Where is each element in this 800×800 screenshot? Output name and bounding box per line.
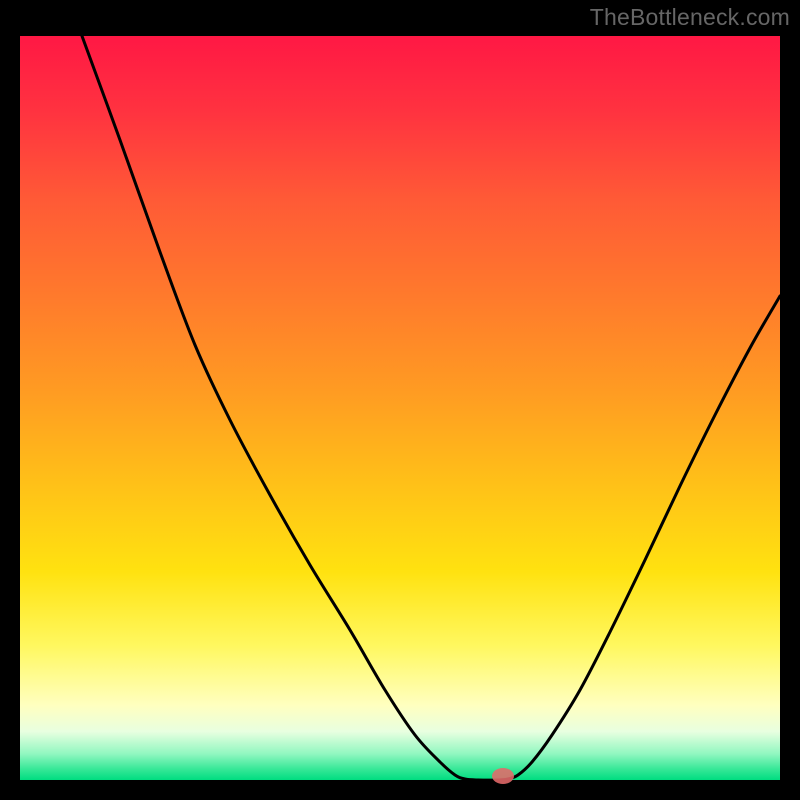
- watermark-label: TheBottleneck.com: [590, 4, 790, 31]
- plot-background: [20, 36, 780, 780]
- bottleneck-chart: [0, 0, 800, 800]
- optimal-marker: [492, 768, 514, 784]
